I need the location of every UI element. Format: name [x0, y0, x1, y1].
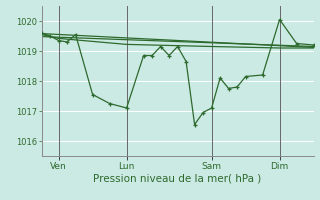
X-axis label: Pression niveau de la mer( hPa ): Pression niveau de la mer( hPa ) — [93, 173, 262, 183]
